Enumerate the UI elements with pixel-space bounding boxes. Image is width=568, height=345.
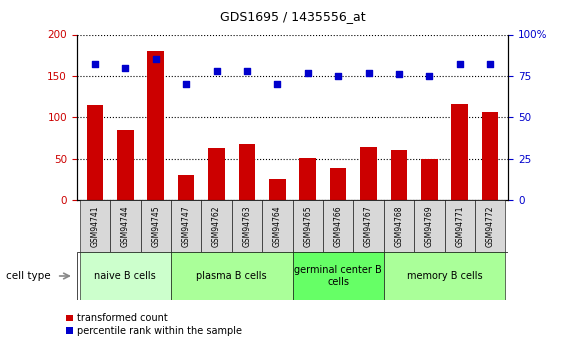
Bar: [147, 51, 164, 200]
Point: [243, 68, 252, 74]
Bar: [421, 159, 438, 200]
Point: [394, 71, 403, 77]
Point: [121, 65, 130, 70]
Bar: [323, 200, 353, 252]
Point: [455, 61, 464, 67]
Point: [182, 81, 191, 87]
Bar: [117, 130, 133, 200]
Text: memory B cells: memory B cells: [407, 271, 482, 281]
Bar: [201, 200, 232, 252]
Bar: [110, 200, 140, 252]
Bar: [384, 252, 506, 300]
Point: [364, 70, 373, 75]
Text: plasma B cells: plasma B cells: [197, 271, 267, 281]
Bar: [360, 147, 377, 200]
Bar: [391, 150, 407, 200]
Bar: [86, 105, 103, 200]
Text: GSM94772: GSM94772: [486, 205, 495, 247]
Bar: [414, 200, 445, 252]
Point: [303, 70, 312, 75]
Bar: [232, 200, 262, 252]
Point: [333, 73, 343, 79]
Bar: [384, 200, 414, 252]
Bar: [269, 179, 286, 200]
Text: GSM94767: GSM94767: [364, 205, 373, 247]
Text: cell type: cell type: [6, 271, 51, 281]
Bar: [208, 148, 225, 200]
Bar: [475, 200, 506, 252]
Point: [90, 61, 99, 67]
Text: GSM94763: GSM94763: [243, 205, 252, 247]
Bar: [171, 200, 201, 252]
Text: GSM94741: GSM94741: [90, 205, 99, 247]
Bar: [353, 200, 384, 252]
Bar: [445, 200, 475, 252]
Point: [273, 81, 282, 87]
Bar: [452, 104, 468, 200]
Bar: [140, 200, 171, 252]
Bar: [330, 168, 346, 200]
Bar: [299, 158, 316, 200]
Bar: [482, 111, 499, 200]
Text: GSM94768: GSM94768: [394, 205, 403, 247]
Bar: [239, 144, 255, 200]
Text: GSM94766: GSM94766: [333, 205, 343, 247]
Legend: transformed count, percentile rank within the sample: transformed count, percentile rank withi…: [62, 309, 246, 340]
Point: [151, 57, 160, 62]
Point: [212, 68, 221, 74]
Text: GSM94771: GSM94771: [455, 205, 464, 247]
Text: GSM94745: GSM94745: [151, 205, 160, 247]
Text: GSM94762: GSM94762: [212, 205, 221, 247]
Bar: [171, 252, 293, 300]
Point: [425, 73, 434, 79]
Text: germinal center B
cells: germinal center B cells: [294, 265, 382, 287]
Text: GSM94765: GSM94765: [303, 205, 312, 247]
Text: GSM94747: GSM94747: [182, 205, 191, 247]
Point: [486, 61, 495, 67]
Bar: [293, 252, 384, 300]
Bar: [262, 200, 293, 252]
Bar: [293, 200, 323, 252]
Bar: [80, 252, 171, 300]
Bar: [178, 175, 194, 200]
Text: GSM94764: GSM94764: [273, 205, 282, 247]
Text: GDS1695 / 1435556_at: GDS1695 / 1435556_at: [220, 10, 365, 23]
Text: GSM94769: GSM94769: [425, 205, 434, 247]
Bar: [80, 200, 110, 252]
Text: naive B cells: naive B cells: [94, 271, 156, 281]
Text: GSM94744: GSM94744: [121, 205, 130, 247]
